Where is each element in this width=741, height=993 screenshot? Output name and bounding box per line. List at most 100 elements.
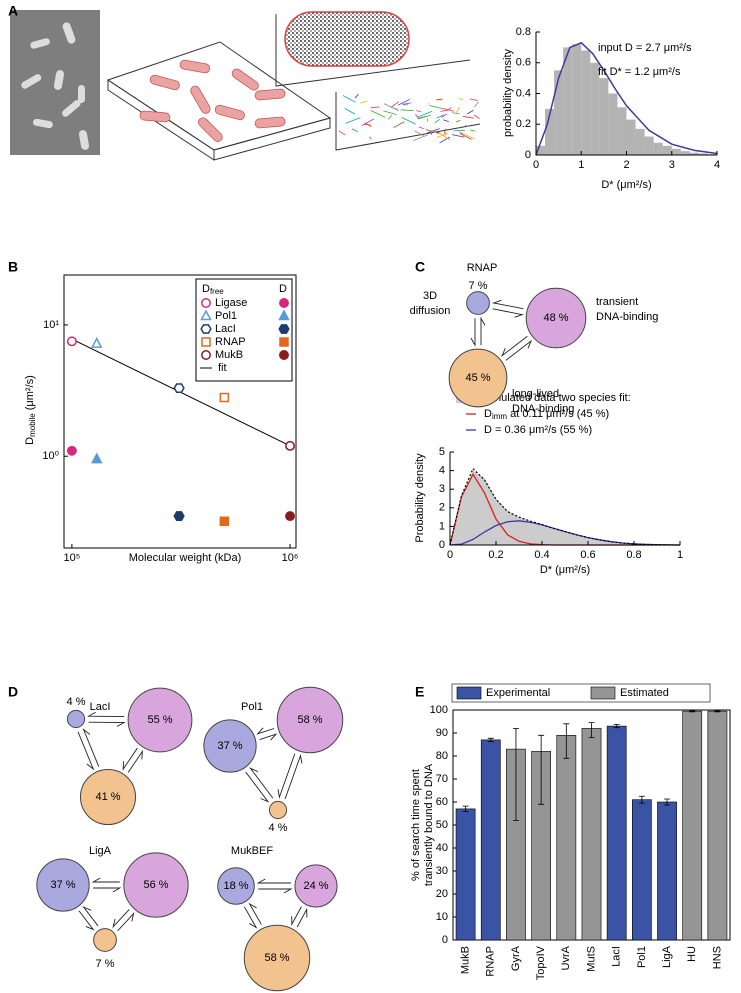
y-axis-label: Dmobile (μm²/s) — [24, 375, 37, 445]
dna-strand — [344, 108, 356, 115]
histogram-bar — [671, 148, 681, 155]
dna-strand — [342, 95, 356, 103]
y-tick-label: 0 — [442, 934, 448, 946]
x-tick-label: UvrA — [560, 945, 572, 970]
marker — [91, 452, 103, 464]
marker — [66, 336, 77, 347]
histogram-bar — [536, 145, 546, 155]
dna-strand — [466, 110, 474, 115]
x-axis-label: D* (μm²/s) — [601, 179, 651, 191]
dna-strand — [443, 108, 454, 112]
marker — [279, 350, 289, 360]
legend-swatch — [456, 686, 482, 700]
histogram-bar — [608, 93, 618, 155]
marker — [200, 309, 212, 321]
dna-model — [338, 94, 480, 144]
histogram-bar — [635, 128, 645, 155]
arrow — [88, 721, 126, 727]
y-tick-label: 3 — [439, 483, 445, 495]
bar — [455, 808, 476, 941]
x-tick-label: 2 — [623, 159, 629, 171]
x-axis-label: Molecular weight (kDa) — [129, 552, 241, 564]
legend-label: Dimm at 0.11 μm²/s (45 %) — [484, 408, 609, 421]
legend-label: Experimental — [486, 687, 550, 699]
plot-frame — [63, 274, 297, 549]
dna-strand — [459, 133, 472, 140]
y-tick-label: 4 — [439, 465, 445, 477]
arrow — [77, 731, 95, 771]
legend-header: Dfree — [202, 283, 224, 296]
arrow — [82, 906, 99, 927]
legend-box — [451, 683, 711, 703]
node-label: 58 % — [297, 714, 322, 726]
dna-strand — [345, 117, 361, 124]
arrow — [480, 316, 486, 346]
histogram-bar — [662, 145, 672, 155]
diagram-title: Pol1 — [241, 701, 263, 713]
node-label: 7 % — [469, 280, 488, 292]
node-label: 58 % — [264, 952, 289, 964]
subscript: mobile — [28, 413, 37, 437]
dna-strand — [413, 134, 428, 141]
subscript: imm — [492, 412, 507, 421]
marker — [278, 309, 290, 321]
error-bar — [462, 805, 469, 813]
y-tick-label: 50 — [436, 819, 448, 831]
dna-strand — [418, 126, 424, 130]
dna-strand — [439, 136, 451, 144]
dna-strand — [443, 128, 447, 134]
text-part: D — [24, 437, 36, 445]
legend-label: Pol1 — [215, 310, 237, 322]
arrow — [91, 877, 120, 883]
legend-label: D = 0.36 μm²/s (55 %) — [484, 424, 592, 436]
dna-strand — [402, 102, 412, 105]
arrow — [256, 878, 291, 884]
legend-swatch — [590, 686, 616, 700]
dna-strand — [455, 107, 461, 114]
node-label: 37 % — [50, 879, 75, 891]
x-tick-label: 0.2 — [488, 549, 503, 561]
dna-strand — [434, 118, 441, 124]
panel-letter: C — [415, 259, 425, 275]
marker — [285, 511, 295, 522]
node-description: long-lived — [512, 388, 559, 400]
histogram-bar — [698, 153, 708, 155]
total-fit — [449, 467, 681, 546]
error-bar — [512, 728, 519, 821]
marker — [285, 440, 295, 451]
error-bar — [638, 795, 645, 804]
arrow — [284, 753, 303, 800]
dna-strand — [414, 130, 424, 137]
marker — [66, 445, 77, 456]
dna-strand — [351, 128, 359, 133]
state-node — [268, 800, 288, 820]
marker — [201, 350, 211, 360]
x-tick-label: LigA — [661, 945, 673, 968]
dna-strand — [451, 112, 460, 115]
fit-line — [535, 41, 718, 156]
y-tick-label: 80 — [436, 750, 448, 762]
arrow — [258, 888, 293, 894]
bar — [682, 710, 703, 941]
bar — [556, 734, 577, 941]
node-label: 41 % — [95, 791, 120, 803]
diagram-title: LacI — [90, 701, 111, 713]
y-tick-label: 30 — [436, 865, 448, 877]
x-tick-label: 4 — [714, 159, 720, 171]
dna-strand — [462, 115, 474, 119]
dna-strand — [436, 114, 445, 119]
dna-strand — [360, 100, 368, 104]
arrow — [86, 711, 125, 718]
node-label: 55 % — [147, 714, 172, 726]
y-tick-label: 0 — [439, 539, 445, 551]
text-part: at 0.11 μm²/s (45 %) — [507, 408, 609, 420]
x-tick-label: 1 — [578, 159, 584, 171]
diagram-title: MukBEF — [231, 845, 273, 857]
marker — [279, 337, 289, 347]
y-tick-label: 2 — [439, 502, 445, 514]
x-tick-label: HU — [686, 946, 698, 962]
legend-label: simulated data two species fit: — [484, 392, 631, 404]
state-node — [123, 852, 189, 918]
arrow — [127, 749, 143, 773]
y-tick-label: 10⁰ — [42, 450, 59, 462]
